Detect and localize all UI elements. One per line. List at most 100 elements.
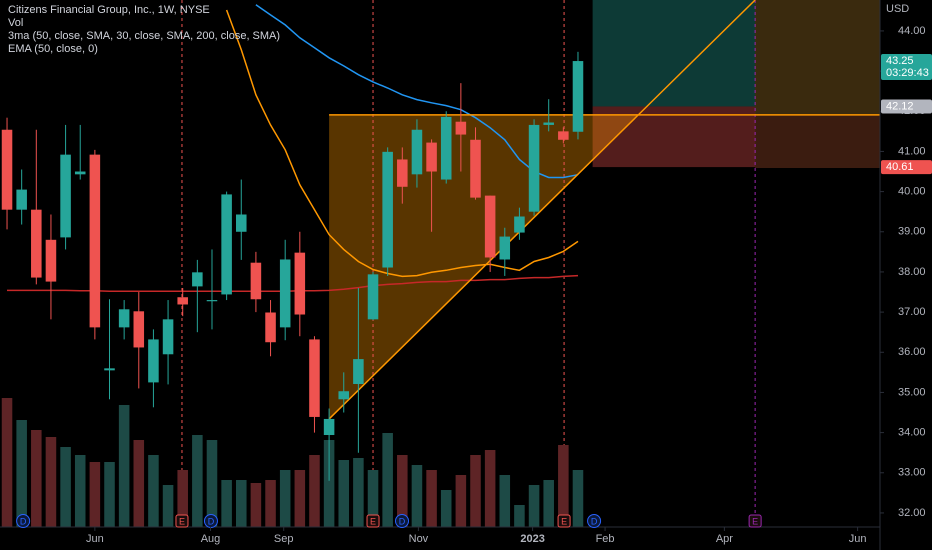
trend-line: [328, 0, 756, 420]
price-tag: [881, 160, 932, 175]
y-tick-label: 35.00: [898, 386, 926, 398]
volume-bar: [221, 480, 232, 527]
x-tick-label: 2023: [520, 533, 544, 545]
ma-line: [255, 4, 579, 179]
stop-zone: [592, 106, 756, 168]
y-tick-label: 39.00: [898, 226, 926, 238]
volume-bar: [338, 460, 350, 527]
price-tag: [881, 54, 932, 81]
volume-bar: [470, 455, 481, 527]
candle-body: [338, 391, 350, 400]
candle-body: [250, 262, 262, 300]
volume-bar: [279, 470, 291, 527]
event-label: D: [399, 516, 406, 526]
event-label: E: [752, 516, 758, 526]
candle-body: [192, 272, 203, 287]
volume-bar: [558, 445, 569, 527]
volume-bar: [382, 433, 393, 527]
volume-bar: [235, 480, 247, 527]
volume-bar: [323, 440, 335, 527]
candle-body: [426, 142, 437, 172]
candle-body: [177, 297, 188, 305]
event-label: E: [370, 516, 376, 526]
y-tick-label: 33.00: [898, 467, 926, 479]
candle-body: [440, 116, 452, 180]
candle-body: [89, 154, 101, 328]
price-tag: [881, 99, 932, 114]
candle-body: [411, 129, 423, 175]
volume-bar: [411, 465, 423, 527]
y-tick-label: 40.00: [898, 186, 926, 198]
candle-body: [528, 124, 540, 212]
y-tick-label: 37.00: [898, 306, 926, 318]
candle-body: [572, 61, 584, 132]
price-tag-label: 42.12: [886, 100, 914, 112]
volume-bar: [514, 505, 525, 527]
volume-bar: [16, 420, 27, 527]
volume-bar: [426, 470, 437, 527]
candle-body: [294, 252, 306, 315]
candle-body: [499, 236, 511, 260]
event-marker: [175, 514, 189, 528]
candle-body: [470, 139, 481, 198]
candle-body: [104, 368, 115, 371]
candle-body: [162, 319, 174, 355]
x-tick-label: Jun: [849, 533, 867, 545]
volume-bar: [572, 470, 584, 527]
volume-bar: [148, 455, 159, 527]
candle-body: [60, 154, 71, 238]
candle-body: [309, 339, 320, 417]
price-tag-label: 43.25: [886, 55, 914, 67]
candle-body: [543, 122, 554, 125]
volume-bar: [60, 447, 71, 527]
chart-title: Citizens Financial Group, Inc., 1W, NYSE: [8, 4, 210, 16]
volume-bar: [104, 462, 115, 527]
volume-bar: [89, 462, 101, 527]
y-tick-label: 36.00: [898, 346, 926, 358]
y-tick-label: 44.00: [898, 25, 926, 37]
candle-body: [31, 209, 42, 278]
target-zone: [592, 0, 756, 107]
volume-bar: [45, 437, 57, 527]
event-label: D: [591, 516, 598, 526]
candle-body: [74, 171, 86, 175]
volume-bar: [440, 490, 452, 527]
volume-bar: [367, 470, 379, 527]
x-tick-label: Feb: [596, 533, 615, 545]
countdown: 03:29:43: [886, 67, 929, 79]
event-marker: [557, 514, 571, 528]
candle-body: [353, 359, 364, 385]
y-tick-label: 41.00: [898, 145, 926, 157]
candle-body: [558, 131, 569, 140]
ma-legend: 3ma (50, close, SMA, 30, close, SMA, 200…: [8, 30, 280, 42]
candle-body: [206, 300, 218, 302]
candle-body: [235, 214, 247, 232]
x-tick-label: Apr: [716, 533, 733, 545]
price-tag-label: 40.61: [886, 161, 914, 173]
volume-bar: [543, 480, 554, 527]
volume-bar: [118, 405, 130, 527]
pattern-extension: [755, 115, 880, 168]
volume-bar: [353, 458, 364, 527]
volume-bar: [397, 455, 408, 527]
y-tick-label: 38.00: [898, 266, 926, 278]
x-tick-label: Sep: [274, 533, 294, 545]
volume-bar: [265, 480, 276, 527]
plot-area: [1, 0, 880, 527]
candle-body: [221, 194, 232, 295]
event-marker: [366, 514, 380, 528]
volume-bar: [162, 485, 174, 527]
volume-bar: [177, 470, 188, 527]
volume-bar: [1, 398, 13, 527]
volume-bar: [455, 475, 467, 527]
volume-bar: [309, 455, 320, 527]
event-label: D: [20, 516, 27, 526]
candle-body: [148, 339, 159, 383]
candle-body: [133, 311, 145, 348]
event-label: D: [208, 516, 215, 526]
x-tick-label: Nov: [409, 533, 429, 545]
candle-body: [1, 129, 13, 210]
candle-body: [118, 309, 130, 328]
event-marker: [395, 514, 410, 528]
